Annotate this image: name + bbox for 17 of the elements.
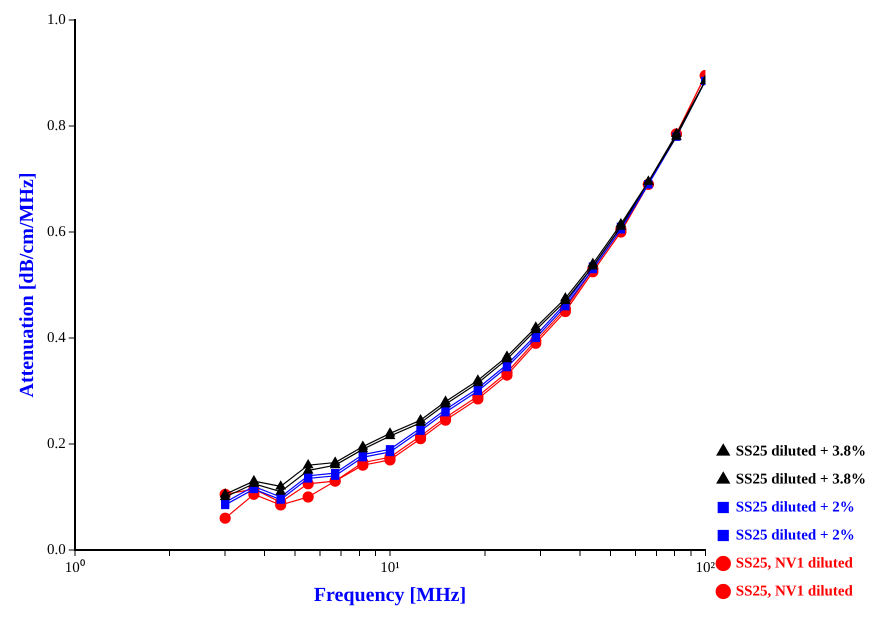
legend-label: SS25, NV1 diluted xyxy=(736,583,854,600)
y-axis-title: Attenuation [dB/cm/MHz] xyxy=(16,172,38,398)
y-tick-label: 0.6 xyxy=(47,224,66,240)
legend-label: SS25, NV1 diluted xyxy=(736,555,854,572)
y-tick-label: 0.2 xyxy=(47,436,66,452)
y-tick-label: 1.0 xyxy=(47,12,66,28)
y-tick-label: 0.0 xyxy=(47,542,66,558)
y-tick-label: 0.8 xyxy=(47,118,66,134)
legend-label: SS25 diluted + 2% xyxy=(736,499,855,516)
legend-label: SS25 diluted + 3.8% xyxy=(736,443,866,460)
x-tick-label: 10¹ xyxy=(380,560,400,576)
x-tick-label: 10⁰ xyxy=(64,558,85,576)
legend-label: SS25 diluted + 3.8% xyxy=(736,471,866,488)
x-tick-label: 10² xyxy=(696,560,716,576)
y-tick-label: 0.4 xyxy=(47,330,66,346)
legend-label: SS25 diluted + 2% xyxy=(736,527,855,544)
x-axis-title: Frequency [MHz] xyxy=(314,584,466,606)
